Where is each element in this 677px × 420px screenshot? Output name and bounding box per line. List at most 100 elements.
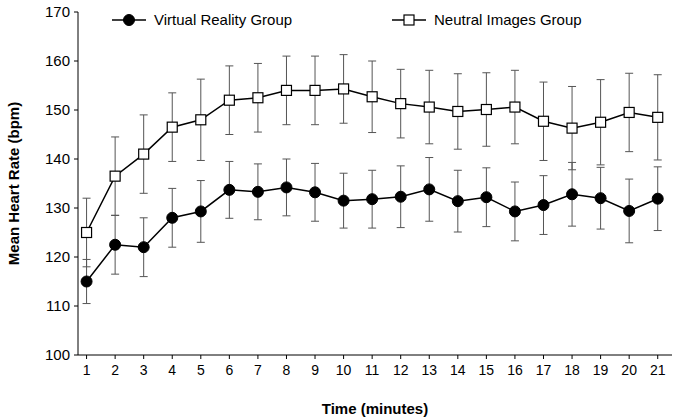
x-tick-label: 7 — [254, 362, 262, 378]
error-cap — [625, 179, 633, 180]
point — [367, 194, 378, 205]
error-cap — [225, 161, 233, 162]
error-bar — [568, 86, 576, 169]
point — [481, 105, 491, 115]
x-tick — [143, 355, 144, 359]
legend-marker — [124, 15, 135, 26]
point — [481, 192, 492, 203]
error-cap — [397, 137, 405, 138]
error-cap — [282, 159, 290, 160]
x-tick — [486, 355, 487, 359]
point — [81, 276, 92, 287]
error-cap — [140, 114, 148, 115]
point — [509, 206, 520, 217]
y-tick — [74, 61, 78, 62]
x-tick — [657, 355, 658, 359]
chart: 1001101201301401501601701234567891011121… — [0, 0, 677, 420]
error-cap — [597, 229, 605, 230]
point — [567, 189, 578, 200]
error-cap — [511, 70, 519, 71]
x-tick-label: 1 — [83, 362, 91, 378]
x-tick — [457, 355, 458, 359]
error-cap — [539, 82, 547, 83]
error-cap — [425, 70, 433, 71]
y-tick — [74, 208, 78, 209]
error-bar — [425, 70, 433, 144]
error-cap — [539, 160, 547, 161]
error-bar — [311, 56, 319, 125]
x-tick — [572, 355, 573, 359]
error-cap — [482, 167, 490, 168]
point — [424, 184, 435, 195]
error-bar — [539, 82, 547, 160]
error-cap — [311, 221, 319, 222]
error-cap — [140, 193, 148, 194]
x-axis — [78, 355, 672, 356]
error-bar — [168, 93, 176, 162]
error-cap — [625, 242, 633, 243]
point — [281, 182, 292, 193]
error-bar — [282, 56, 290, 125]
error-cap — [654, 166, 662, 167]
point — [224, 184, 235, 195]
x-tick — [315, 355, 316, 359]
error-cap — [568, 169, 576, 170]
x-tick-label: 8 — [283, 362, 291, 378]
point — [167, 212, 178, 223]
error-cap — [340, 54, 348, 55]
x-tick-label: 4 — [168, 362, 176, 378]
point — [82, 228, 92, 238]
x-tick-label: 20 — [621, 362, 637, 378]
x-tick-label: 9 — [311, 362, 319, 378]
error-cap — [568, 226, 576, 227]
legend: Virtual Reality GroupNeutral Images Grou… — [112, 11, 582, 28]
point — [424, 102, 434, 112]
point — [253, 93, 263, 103]
error-cap — [397, 165, 405, 166]
error-cap — [597, 167, 605, 168]
error-cap — [168, 161, 176, 162]
point — [538, 200, 549, 211]
error-cap — [225, 134, 233, 135]
x-tick — [200, 355, 201, 359]
error-cap — [282, 124, 290, 125]
error-cap — [311, 163, 319, 164]
error-cap — [368, 228, 376, 229]
point — [281, 85, 291, 95]
x-tick-label: 15 — [479, 362, 495, 378]
point — [395, 191, 406, 202]
x-tick-label: 10 — [336, 362, 352, 378]
error-cap — [625, 151, 633, 152]
error-bar — [340, 55, 348, 124]
point — [510, 102, 520, 112]
error-cap — [397, 69, 405, 70]
y-axis — [78, 12, 79, 355]
x-tick-label: 14 — [450, 362, 466, 378]
error-cap — [625, 73, 633, 74]
x-tick-label: 17 — [536, 362, 552, 378]
point — [110, 239, 121, 250]
y-tick-label: 120 — [45, 248, 70, 265]
point — [567, 123, 577, 133]
point — [396, 99, 406, 109]
error-cap — [225, 65, 233, 66]
y-tick-label: 150 — [45, 101, 70, 118]
error-cap — [111, 215, 119, 216]
y-tick-label: 100 — [45, 346, 70, 363]
error-cap — [654, 159, 662, 160]
error-cap — [654, 230, 662, 231]
error-cap — [568, 86, 576, 87]
error-cap — [311, 124, 319, 125]
point — [110, 171, 120, 181]
x-tick — [629, 355, 630, 359]
error-cap — [454, 170, 462, 171]
error-cap — [254, 163, 262, 164]
point — [453, 106, 463, 116]
error-cap — [454, 232, 462, 233]
error-cap — [597, 164, 605, 165]
error-cap — [511, 240, 519, 241]
x-tick — [543, 355, 544, 359]
point — [339, 84, 349, 94]
point — [338, 195, 349, 206]
point — [224, 95, 234, 105]
